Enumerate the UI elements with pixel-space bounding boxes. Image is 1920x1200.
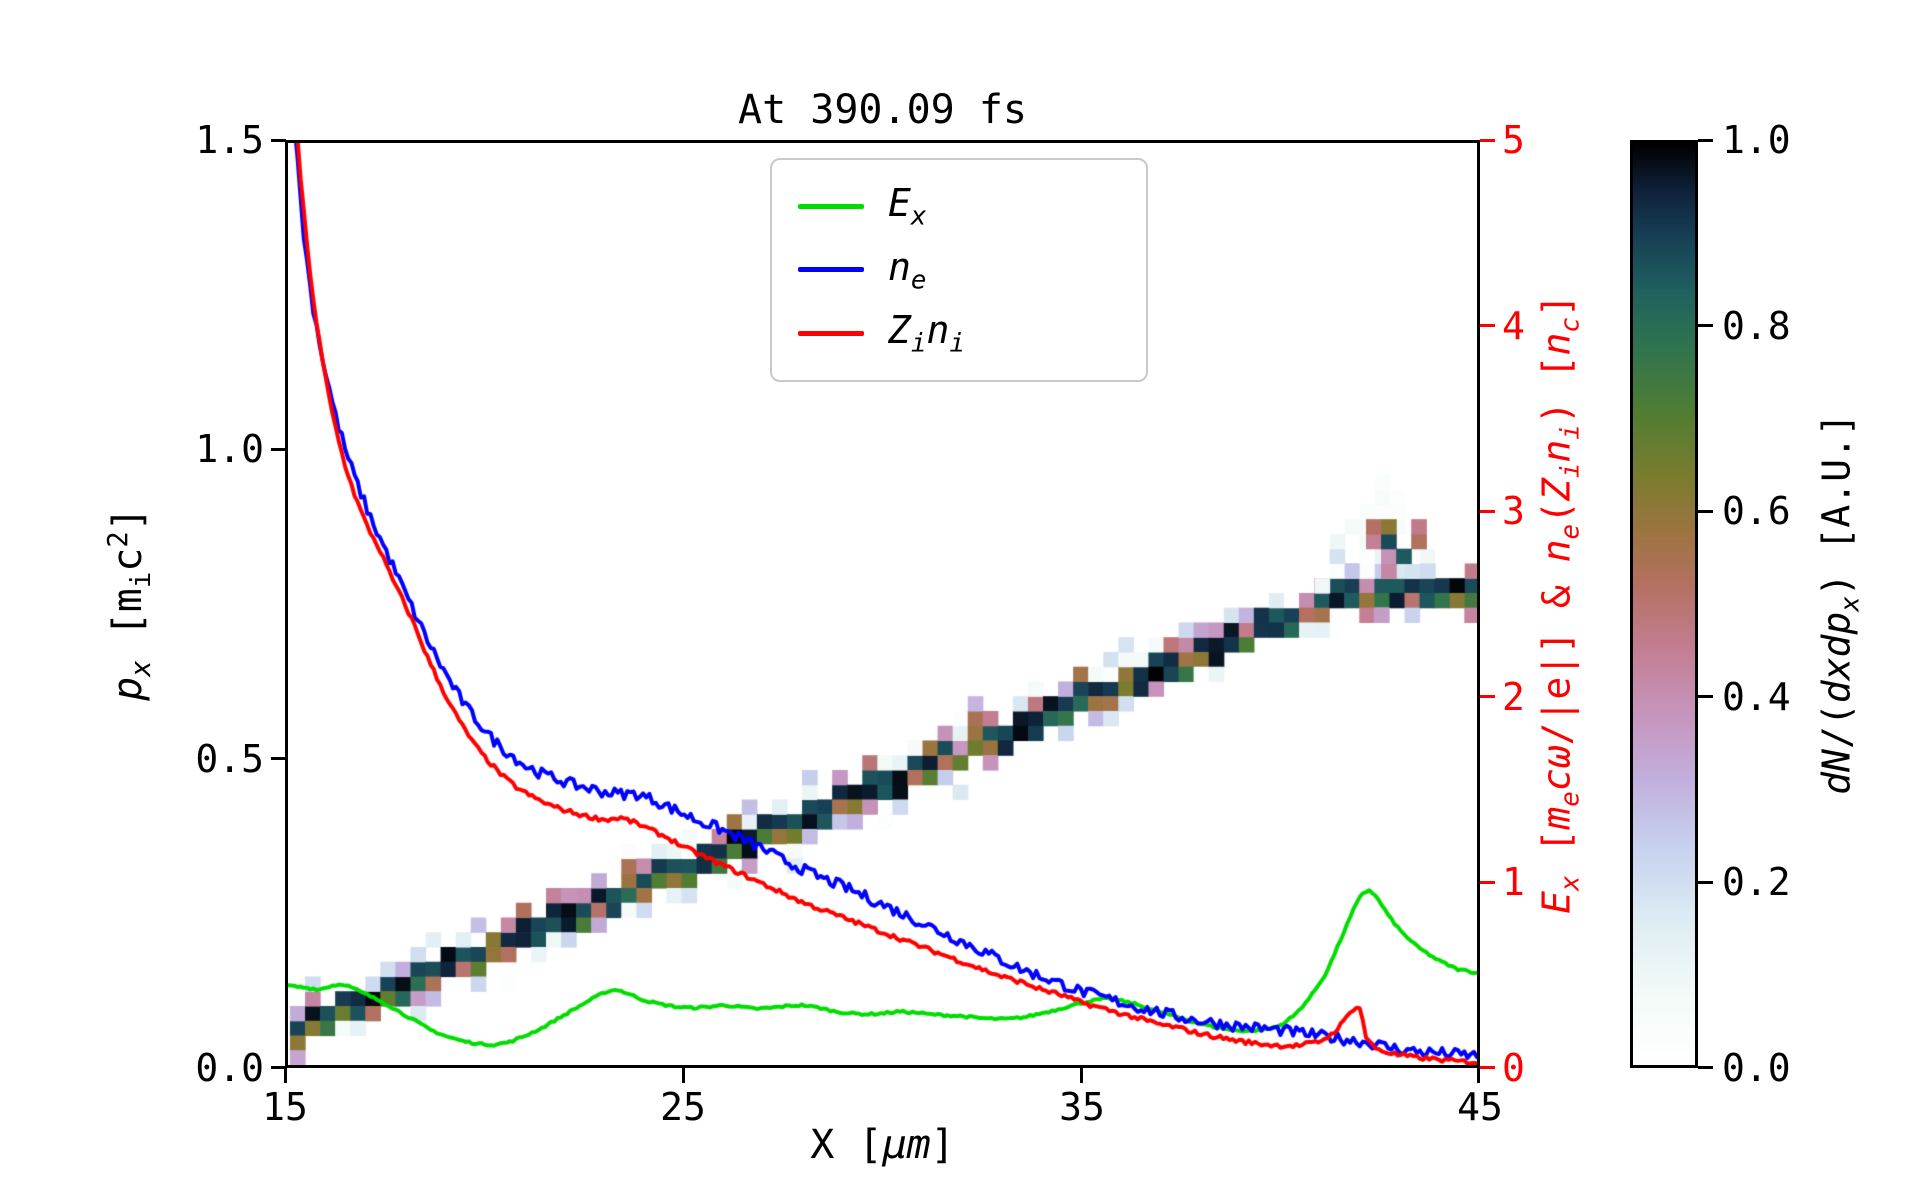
colorbar-tick-label: 0.6 — [1722, 489, 1791, 533]
y-left-tick-label: 1.5 — [195, 118, 264, 162]
x-tick-mark — [1477, 1068, 1480, 1083]
colorbar-tick-mark — [1698, 695, 1713, 698]
y-left-tick-label: 0.5 — [195, 737, 264, 781]
y-right-tick-label: 4 — [1502, 304, 1525, 348]
y-right-tick-label: 0 — [1502, 1046, 1525, 1090]
y-right-tick-mark — [1480, 139, 1495, 142]
x-tick-mark — [1080, 1068, 1083, 1083]
x-axis-label: X [μm] — [810, 1122, 955, 1168]
colorbar-tick-mark — [1698, 510, 1713, 513]
y-left-tick-label: 1.0 — [195, 427, 264, 471]
y-left-tick-mark — [271, 757, 286, 760]
legend-line-sample-ne — [798, 267, 864, 273]
colorbar-tick-label: 0.4 — [1722, 675, 1791, 719]
y-right-tick-mark — [1480, 324, 1495, 327]
y-right-tick-mark — [1480, 510, 1495, 513]
x-tick-label: 45 — [1457, 1085, 1503, 1129]
x-tick-label: 25 — [660, 1085, 706, 1129]
y-left-tick-mark — [271, 139, 286, 142]
legend: Ex ne Zini — [770, 158, 1148, 382]
colorbar-tick-label: 0.2 — [1722, 860, 1791, 904]
colorbar-tick-label: 0.8 — [1722, 304, 1791, 348]
y-right-tick-label: 2 — [1502, 675, 1525, 719]
colorbar-gradient-canvas — [1633, 143, 1695, 1065]
y-right-tick-label: 3 — [1502, 489, 1525, 533]
y-left-tick-label: 0.0 — [195, 1046, 264, 1090]
y-right-tick-label: 1 — [1502, 860, 1525, 904]
legend-item-ex: Ex — [798, 181, 1120, 232]
colorbar — [1630, 140, 1698, 1068]
y-left-tick-mark — [271, 448, 286, 451]
legend-item-zini: Zini — [798, 308, 1120, 359]
y-axis-right-label: Ex [mecω/|e|] & ne(Zini) [nc] — [1534, 294, 1586, 914]
legend-line-sample-zini — [798, 331, 864, 337]
colorbar-tick-mark — [1698, 324, 1713, 327]
colorbar-tick-label: 0.0 — [1722, 1046, 1791, 1090]
x-tick-label: 15 — [262, 1085, 308, 1129]
colorbar-tick-label: 1.0 — [1722, 118, 1791, 162]
plot-title: At 390.09 fs — [738, 87, 1027, 133]
legend-line-sample-ex — [798, 203, 864, 209]
colorbar-tick-mark — [1698, 139, 1713, 142]
y-right-tick-label: 5 — [1502, 118, 1525, 162]
legend-item-ne: ne — [798, 244, 1120, 296]
colorbar-tick-mark — [1698, 1066, 1713, 1069]
colorbar-tick-mark — [1698, 881, 1713, 884]
y-right-tick-mark — [1480, 695, 1495, 698]
y-axis-left-label: px [mic2] — [102, 507, 158, 701]
legend-label-zini: Zini — [888, 308, 965, 359]
x-tick-label: 35 — [1059, 1085, 1105, 1129]
x-tick-mark — [682, 1068, 685, 1083]
y-right-tick-mark — [1480, 1066, 1495, 1069]
y-right-tick-mark — [1480, 881, 1495, 884]
x-tick-mark — [284, 1068, 287, 1083]
legend-label-ne: ne — [888, 244, 927, 296]
colorbar-label: dN/(dxdpx) [A.U.] — [1814, 413, 1866, 795]
y-left-tick-mark — [271, 1066, 286, 1069]
legend-label-ex: Ex — [888, 181, 927, 232]
